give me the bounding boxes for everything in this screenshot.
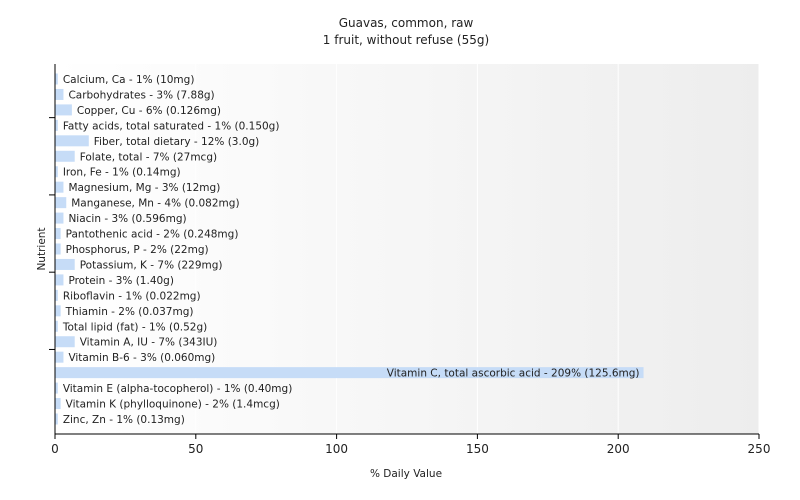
bar-label: Vitamin B-6 - 3% (0.060mg) [68, 352, 215, 364]
bar-label: Total lipid (fat) - 1% (0.52g) [62, 321, 207, 333]
bar [55, 305, 61, 317]
chart-title: Guavas, common, raw [339, 16, 474, 30]
x-tick-label: 100 [325, 442, 348, 456]
bar-label: Vitamin K (phylloquinone) - 2% (1.4mcg) [66, 399, 280, 411]
bar [55, 351, 64, 363]
bar-label: Riboflavin - 1% (0.022mg) [63, 290, 201, 302]
bar-label: Vitamin A, IU - 7% (343IU) [80, 337, 218, 349]
x-tick-label: 250 [748, 442, 771, 456]
bar-label: Thiamin - 2% (0.037mg) [65, 306, 194, 318]
bar [55, 135, 89, 147]
bar [55, 289, 58, 301]
x-tick-label: 0 [51, 442, 59, 456]
bar-label: Phosphorus, P - 2% (22mg) [66, 244, 209, 256]
bar-label: Copper, Cu - 6% (0.126mg) [77, 105, 221, 117]
bar [55, 243, 61, 255]
x-tick-labels: 0 50 100 150 200 250 [51, 442, 770, 456]
bar-label: Manganese, Mn - 4% (0.082mg) [71, 198, 239, 210]
bar [55, 119, 58, 131]
x-tick-label: 150 [466, 442, 489, 456]
bar [55, 104, 72, 116]
x-tick-label: 50 [188, 442, 203, 456]
bar [55, 73, 58, 85]
bar [55, 413, 58, 425]
bar-label: Vitamin E (alpha-tocopherol) - 1% (0.40m… [63, 383, 293, 395]
bar-label: Fiber, total dietary - 12% (3.0g) [94, 136, 259, 148]
bar-group [55, 73, 644, 425]
bar-label: Calcium, Ca - 1% (10mg) [63, 74, 195, 86]
bar-label: Folate, total - 7% (27mcg) [80, 151, 217, 163]
chart-subtitle: 1 fruit, without refuse (55g) [323, 33, 489, 47]
y-axis-title: Nutrient [36, 227, 48, 270]
bar [55, 150, 75, 162]
bar [55, 382, 58, 394]
bar-label: Protein - 3% (1.40g) [68, 275, 174, 287]
bar-label: Vitamin C, total ascorbic acid - 209% (1… [387, 368, 640, 380]
bar [55, 228, 61, 240]
bar [55, 274, 64, 286]
x-axis-title: % Daily Value [370, 468, 442, 480]
bar-label: Zinc, Zn - 1% (0.13mg) [63, 414, 185, 426]
bar [55, 367, 644, 379]
bar [55, 197, 67, 209]
axes [49, 64, 760, 439]
bar-label: Carbohydrates - 3% (7.88g) [68, 89, 214, 101]
bar-label: Niacin - 3% (0.596mg) [68, 213, 186, 225]
x-tick-label: 200 [607, 442, 630, 456]
bar [55, 336, 75, 348]
bar-label: Magnesium, Mg - 3% (12mg) [68, 182, 220, 194]
bar-label: Potassium, K - 7% (229mg) [80, 259, 223, 271]
bar-label: Iron, Fe - 1% (0.14mg) [63, 167, 181, 179]
bar-label: Fatty acids, total saturated - 1% (0.150… [63, 120, 280, 132]
bar [55, 398, 61, 410]
bar-label: Pantothenic acid - 2% (0.248mg) [66, 229, 239, 241]
bar [55, 258, 75, 270]
bar [55, 181, 64, 193]
bar [55, 212, 64, 224]
bar-label-group: Calcium, Ca - 1% (10mg) Carbohydrates - 3… [62, 74, 640, 426]
bar [55, 320, 58, 332]
bar [55, 166, 58, 178]
bar [55, 88, 64, 100]
